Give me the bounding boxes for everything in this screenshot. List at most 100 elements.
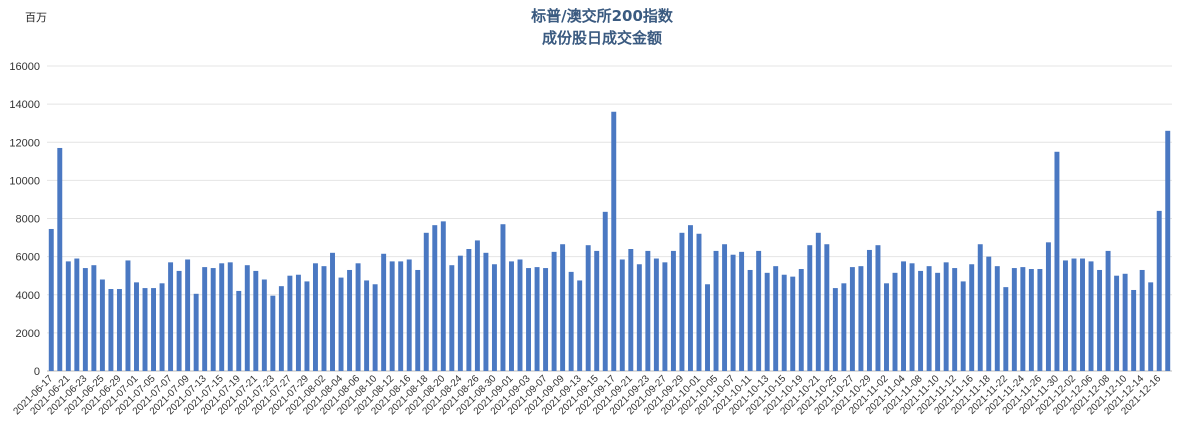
bar [722, 244, 728, 371]
y-tick-label: 12000 [9, 137, 40, 149]
bar [295, 274, 301, 371]
bar [134, 282, 139, 371]
bar [82, 268, 88, 371]
bar [48, 228, 54, 371]
bar [866, 249, 872, 371]
bar [764, 272, 770, 371]
bar [705, 284, 710, 371]
bar [168, 262, 174, 371]
bar [662, 262, 668, 371]
bar [449, 265, 455, 371]
bar [1156, 210, 1162, 372]
bar [875, 245, 881, 371]
bar [432, 225, 438, 371]
bar [219, 263, 225, 371]
y-unit-label: 百万 [25, 11, 47, 24]
bar [1114, 275, 1120, 371]
y-tick-label: 10000 [9, 175, 40, 187]
bar [381, 253, 387, 371]
bar [994, 266, 1000, 371]
bar [1080, 258, 1085, 371]
bar [151, 288, 156, 371]
bar [364, 280, 370, 371]
bar [57, 147, 63, 371]
bar [960, 281, 966, 371]
bar [560, 244, 566, 371]
bar [517, 259, 523, 371]
y-axis: 0 2000 4000 6000 8000 10000 12000 14000 16000 [9, 61, 40, 378]
x-axis: 2021-06-172021-06-212021-06-232021-06-25… [11, 373, 1163, 417]
bar [1097, 269, 1103, 371]
bar [1131, 289, 1137, 371]
bar [585, 245, 591, 371]
bar [423, 232, 429, 371]
bar [1020, 267, 1026, 371]
bar [602, 211, 608, 371]
bar [534, 267, 540, 371]
bar [355, 263, 361, 371]
bar [65, 261, 71, 371]
bar [807, 245, 813, 371]
bar [193, 293, 199, 371]
bar [185, 259, 191, 371]
bar [389, 261, 395, 371]
bar [347, 269, 353, 371]
bar [824, 244, 830, 371]
bar [491, 264, 497, 371]
bar [176, 270, 182, 371]
bar [577, 280, 583, 371]
bar [892, 272, 898, 371]
bar [1062, 260, 1068, 371]
y-tick-label: 16000 [9, 61, 40, 73]
bar [1003, 287, 1009, 372]
bar [466, 249, 472, 371]
bar [645, 250, 651, 371]
bar [935, 272, 941, 371]
bar [372, 284, 378, 371]
bar [398, 261, 404, 371]
bar [884, 283, 889, 371]
y-tick-label: 14000 [9, 99, 40, 111]
bar [1122, 273, 1128, 371]
y-tick-label: 0 [34, 366, 40, 378]
bar [909, 263, 915, 371]
bar [227, 262, 233, 371]
bar [159, 283, 165, 371]
bar [338, 277, 344, 371]
bar [74, 258, 80, 371]
bar [1037, 269, 1043, 371]
bar [526, 268, 531, 371]
bar [696, 233, 702, 371]
bar [977, 244, 983, 371]
bar [841, 283, 847, 371]
chart-title: 标普/澳交所200指数 [530, 7, 674, 25]
bar [1105, 250, 1111, 371]
bar [986, 256, 992, 372]
bar [457, 255, 463, 371]
bar [653, 258, 659, 371]
bar [1054, 151, 1060, 371]
bar [619, 259, 625, 371]
bar [244, 265, 250, 371]
bar [1071, 258, 1077, 371]
gridlines [47, 65, 1172, 372]
bar [713, 250, 719, 371]
bar [798, 269, 804, 371]
bar [943, 262, 949, 371]
chart-subtitle: 成份股日成交金额 [542, 29, 662, 47]
bar [253, 270, 259, 371]
y-tick-label: 4000 [16, 290, 40, 302]
bar [509, 261, 514, 371]
bar [747, 269, 753, 371]
bar [756, 250, 762, 371]
bar [790, 276, 796, 371]
bar [952, 268, 958, 371]
y-tick-label: 2000 [16, 328, 40, 340]
bar [739, 251, 745, 371]
bar [440, 221, 446, 371]
bar [1139, 269, 1145, 371]
bar [278, 286, 284, 371]
bar [670, 250, 676, 371]
bar [858, 266, 864, 371]
